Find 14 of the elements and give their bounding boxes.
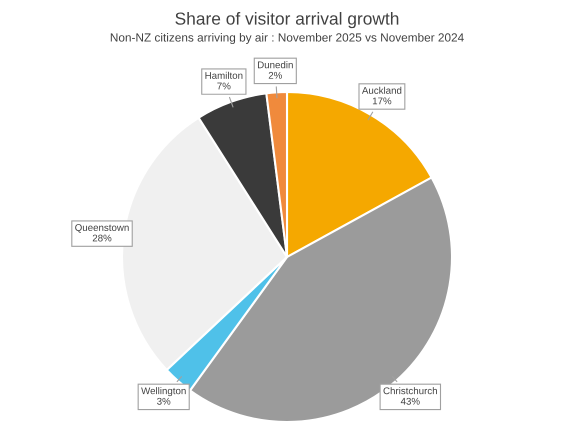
slice-label: Hamilton [205, 72, 242, 79]
chart-title: Share of visitor arrival growth [175, 12, 398, 28]
data-label: 7% [217, 82, 231, 90]
data-label: 2% [268, 72, 282, 79]
slice-label: Auckland [362, 86, 402, 94]
chart-subtitle: Non-NZ citizens arriving by air : November 2025 vs November 2024 [110, 33, 464, 44]
slice-label: Dunedin [258, 61, 293, 68]
slice-label: Wellington [141, 387, 186, 396]
data-label: 3% [157, 398, 170, 405]
data-label: 28% [92, 234, 112, 242]
slice-label: Christchurch [384, 387, 437, 394]
slice-label: Queenstown [75, 224, 129, 233]
data-label: 43% [400, 398, 420, 405]
data-label: 17% [372, 98, 392, 104]
